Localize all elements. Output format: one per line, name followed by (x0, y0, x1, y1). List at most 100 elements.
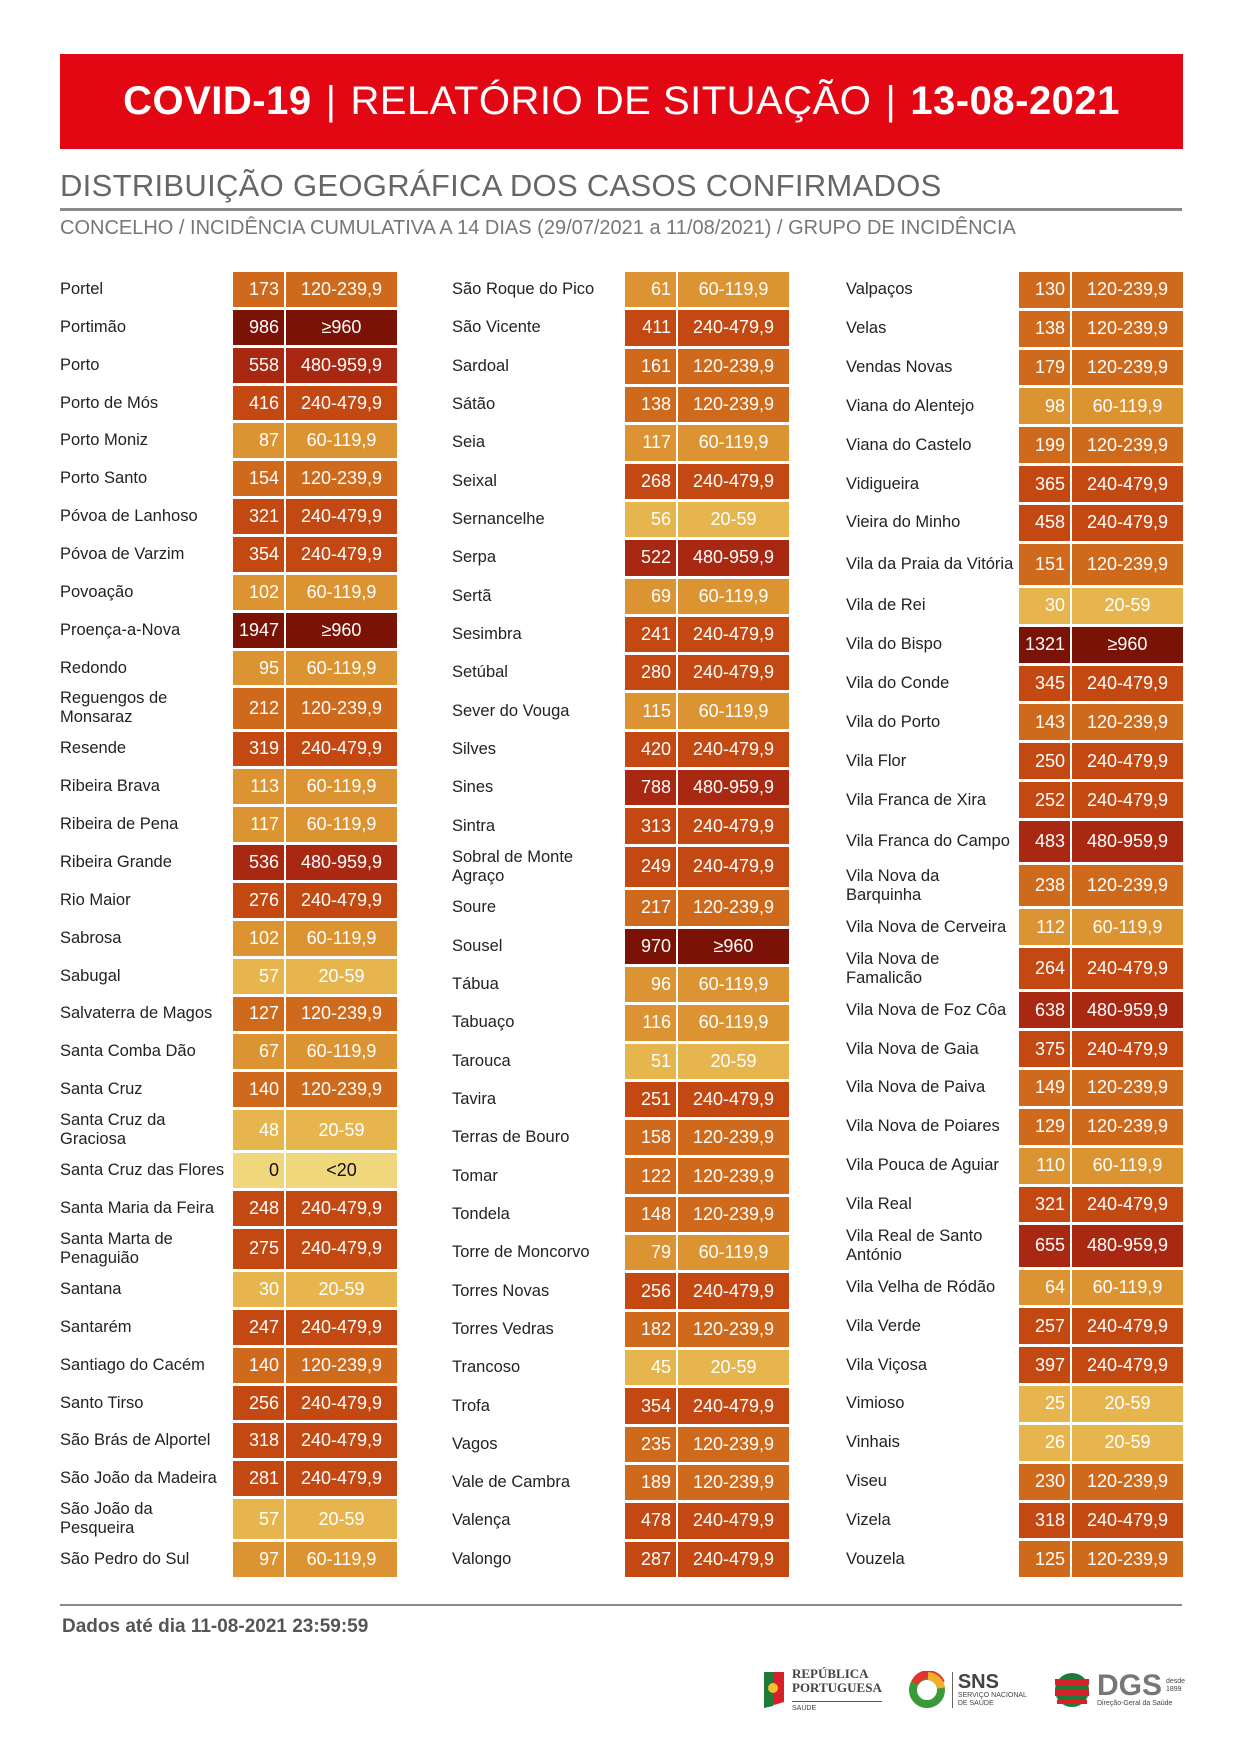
municipality-name: Vila do Conde (846, 674, 950, 693)
municipality-name: Soure (452, 898, 497, 917)
table-row: Vale de Cambra 189 120-239,9 (452, 1464, 789, 1501)
table-row: Vinhais 26 20-59 (846, 1424, 1183, 1461)
incidence-group: 240-479,9 (1072, 1347, 1183, 1384)
municipality-name: Vila Franca do Campo (846, 832, 1010, 851)
incidence-value: 256 (233, 1385, 284, 1421)
incidence-group: 60-119,9 (678, 272, 789, 308)
incidence-group: 60-119,9 (286, 574, 397, 610)
municipality-name: Vila de Rei (846, 596, 926, 615)
table-row: Vila Verde 257 240-479,9 (846, 1308, 1183, 1345)
incidence-value: 140 (233, 1072, 284, 1108)
incidence-group: 20-59 (286, 1499, 397, 1540)
table-row: Resende 319 240-479,9 (60, 731, 397, 767)
incidence-group: 120-239,9 (678, 348, 789, 384)
municipality-name: Vila Nova de Gaia (846, 1039, 979, 1058)
incidence-group: ≥960 (1072, 626, 1183, 663)
incidence-value: 458 (1019, 504, 1070, 541)
incidence-column-3: Valpaços 130 120-239,9 Velas 138 120-239,9 Ven… (846, 272, 1183, 1578)
municipality-name: Vila Velha de Ródão (846, 1277, 996, 1296)
incidence-value: 375 (1019, 1031, 1070, 1068)
incidence-group: 20-59 (286, 958, 397, 994)
incidence-value: 96 (625, 966, 676, 1003)
table-row: São João da Pesqueira 57 20-59 (60, 1499, 397, 1540)
incidence-group: 240-479,9 (1072, 782, 1183, 818)
incidence-value: 241 (625, 616, 676, 653)
incidence-value: 212 (233, 688, 284, 729)
incidence-value: 318 (1019, 1502, 1070, 1539)
table-row: São João da Madeira 281 240-479,9 (60, 1461, 397, 1497)
incidence-group: 240-479,9 (1072, 1031, 1183, 1068)
incidence-value: 138 (1019, 310, 1070, 347)
incidence-group: 240-479,9 (678, 1081, 789, 1118)
municipality-name: Tarouca (452, 1051, 511, 1070)
incidence-value: 230 (1019, 1463, 1070, 1500)
incidence-group: 60-119,9 (678, 578, 789, 614)
table-row: Sobral de Monte Agraço 249 240-479,9 (452, 846, 789, 888)
incidence-group: 240-479,9 (678, 1273, 789, 1309)
table-row: Valongo 287 240-479,9 (452, 1541, 789, 1577)
incidence-value: 970 (625, 928, 676, 964)
incidence-group: 60-119,9 (678, 425, 789, 461)
table-row: Santa Comba Dão 67 60-119,9 (60, 1034, 397, 1070)
incidence-group: 120-239,9 (286, 461, 397, 497)
municipality-name: Santa Cruz (60, 1080, 143, 1099)
table-row: Seixal 268 240-479,9 (452, 463, 789, 499)
incidence-value: 257 (1019, 1308, 1070, 1345)
incidence-group: 20-59 (1072, 1424, 1183, 1461)
municipality-name: Tavira (452, 1090, 497, 1109)
municipality-name: Sabrosa (60, 928, 122, 947)
municipality-name: Santiago do Cacém (60, 1355, 205, 1374)
incidence-value: 117 (233, 807, 284, 843)
municipality-name: Vinhais (846, 1433, 900, 1452)
table-row: Sever do Vouga 115 60-119,9 (452, 693, 789, 729)
logo-text: REPÚBLICA (792, 1666, 869, 1681)
incidence-value: 397 (1019, 1347, 1070, 1384)
table-row: Sardoal 161 120-239,9 (452, 348, 789, 384)
incidence-value: 522 (625, 540, 676, 576)
logo-text: PORTUGUESA (792, 1680, 882, 1695)
table-row: Póvoa de Lanhoso 321 240-479,9 (60, 499, 397, 535)
incidence-value: 57 (233, 1499, 284, 1540)
municipality-name: Vila Nova de Paiva (846, 1078, 986, 1097)
table-row: Santana 30 20-59 (60, 1272, 397, 1307)
incidence-value: 51 (625, 1043, 676, 1079)
incidence-value: 235 (625, 1426, 676, 1462)
municipality-name: Sines (452, 778, 494, 797)
incidence-group: ≥960 (286, 612, 397, 648)
incidence-group: 240-479,9 (678, 655, 789, 691)
table-row: Sertã 69 60-119,9 (452, 578, 789, 614)
incidence-value: 313 (625, 808, 676, 844)
sns-circle-icon (908, 1671, 945, 1708)
incidence-value: 130 (1019, 272, 1070, 308)
municipality-name: Tomar (452, 1166, 498, 1185)
incidence-value: 655 (1019, 1225, 1070, 1267)
municipality-name: Sousel (452, 936, 503, 955)
table-row: Rio Maior 276 240-479,9 (60, 882, 397, 918)
municipality-name: Vale de Cambra (452, 1473, 571, 1492)
municipality-name: Proença-a-Nova (60, 620, 181, 639)
incidence-value: 125 (1019, 1541, 1070, 1578)
logo-text: SAÚDE (792, 1701, 882, 1713)
incidence-value: 276 (233, 882, 284, 918)
incidence-value: 129 (1019, 1108, 1070, 1145)
table-row: Vila Viçosa 397 240-479,9 (846, 1347, 1183, 1384)
portugal-flag-icon (764, 1672, 784, 1708)
incidence-value: 264 (1019, 948, 1070, 990)
incidence-group: 240-479,9 (1072, 1502, 1183, 1539)
header-date: 13-08-2021 (910, 79, 1120, 123)
municipality-name: Vila Nova de Famalicão (846, 949, 940, 987)
incidence-value: 483 (1019, 820, 1070, 863)
table-row: Trancoso 45 20-59 (452, 1350, 789, 1386)
municipality-name: Sabugal (60, 966, 121, 985)
logo-bar: REPÚBLICA PORTUGUESA SAÚDE SNS SERVIÇO N… (760, 1665, 1200, 1715)
table-row: Tavira 251 240-479,9 (452, 1081, 789, 1118)
incidence-group: 60-119,9 (678, 693, 789, 729)
table-row: Velas 138 120-239,9 (846, 310, 1183, 347)
incidence-group: 240-479,9 (1072, 466, 1183, 502)
page-subtitle: CONCELHO / INCIDÊNCIA CUMULATIVA A 14 DI… (60, 217, 1016, 239)
municipality-name: Santa Cruz da Graciosa (60, 1111, 166, 1149)
table-row: Vila de Rei 30 20-59 (846, 588, 1183, 624)
incidence-group: 240-479,9 (678, 616, 789, 653)
municipality-name: Vila Franca de Xira (846, 790, 987, 809)
municipality-name: Ribeira de Pena (60, 815, 179, 834)
